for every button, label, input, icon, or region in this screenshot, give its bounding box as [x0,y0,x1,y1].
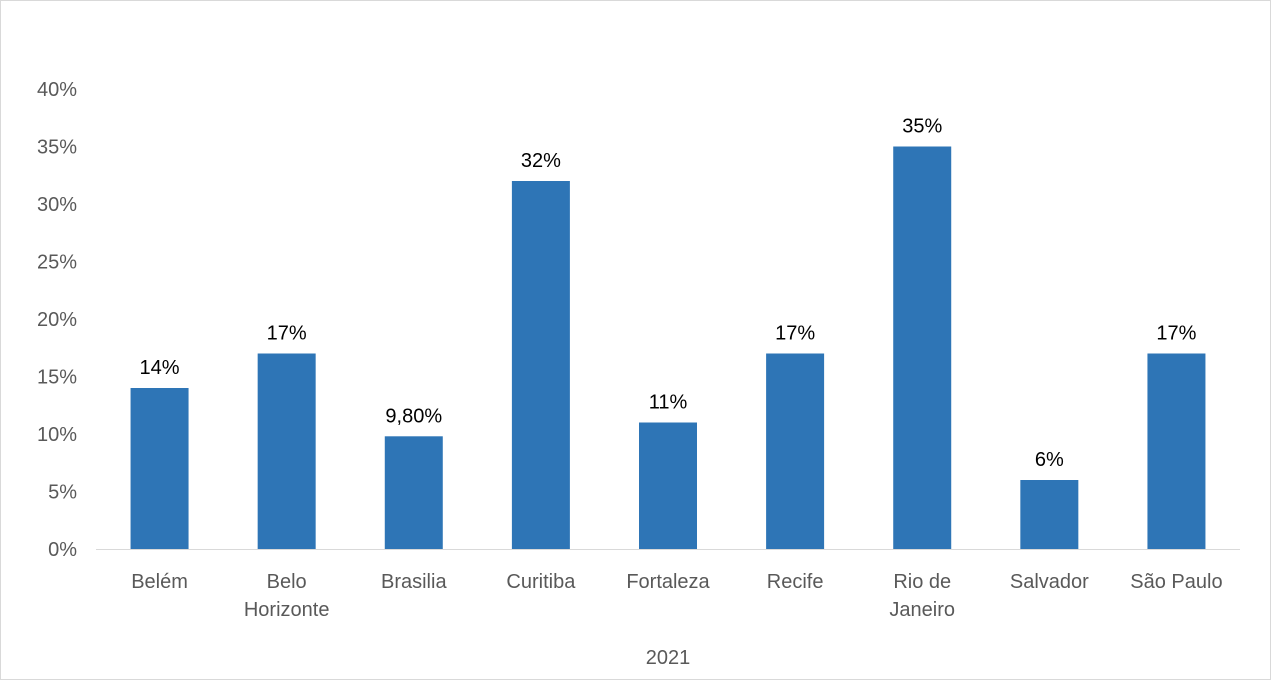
data-label: 6% [1035,449,1064,471]
x-tick-label: Curitiba [506,571,576,593]
y-tick-label: 0% [48,539,77,561]
data-label: 9,80% [385,405,442,427]
data-label: 17% [267,323,307,345]
x-axis-title: 2021 [646,647,691,669]
y-axis: 0% 5% 10% 15% 20% 25% 30% 35% 40% [37,79,77,561]
bars [130,146,1206,549]
bar [639,422,697,549]
data-label: 32% [521,150,561,172]
data-label: 17% [775,323,815,345]
y-tick-label: 40% [37,79,77,101]
y-tick-label: 20% [37,309,77,331]
y-tick-label: 5% [48,482,77,504]
y-tick-label: 35% [37,137,77,159]
x-tick-label: São Paulo [1130,571,1222,593]
data-label: 17% [1156,323,1196,345]
bar [1147,353,1206,549]
x-tick-label: Brasilia [381,571,447,593]
y-tick-label: 10% [37,424,77,446]
bar [257,353,316,549]
data-label: 11% [649,392,688,414]
x-axis: Belém Belo Horizonte Brasilia Curitiba Fortal… [131,571,1222,621]
bar [766,353,825,549]
data-labels: 14% 17% 9,80% 32% 11% 17% 35% 6% 17% [140,116,1197,472]
bar [1020,480,1079,549]
x-tick-label: Fortaleza [626,571,710,593]
y-tick-label: 30% [37,194,77,216]
x-tick-label: Belo Horizonte [244,571,330,621]
data-label: 14% [140,357,180,379]
x-tick-label: Rio de Janeiro [889,571,955,621]
y-tick-label: 25% [37,252,77,274]
x-tick-label: Salvador [1010,571,1089,593]
bar [384,436,443,549]
data-label: 35% [902,116,942,138]
x-tick-label: Belém [131,571,188,593]
x-tick-label: Recife [767,571,824,593]
y-tick-label: 15% [37,367,77,389]
bar [130,388,189,549]
bar [893,146,952,549]
bar [511,181,570,549]
